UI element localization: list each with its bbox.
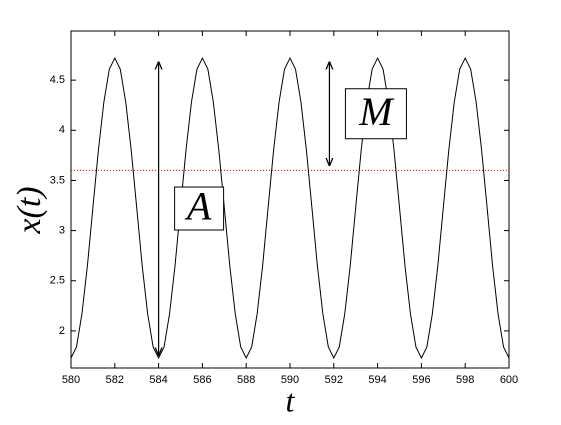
y-tick-label: 4.5	[50, 74, 65, 86]
x-tick-label: 590	[281, 374, 299, 386]
y-tick-label: 3	[59, 224, 65, 236]
y-tick-label: 2	[59, 325, 65, 337]
y-axis-label: x(t)	[11, 186, 48, 234]
x-tick-label: 584	[149, 374, 167, 386]
y-tick-label: 2.5	[50, 275, 65, 287]
annotation-box	[174, 186, 225, 231]
x-tick-label: 592	[325, 374, 343, 386]
x-axis-label: t	[286, 382, 296, 418]
y-tick-label: 4	[59, 124, 65, 136]
x-tick-label: 588	[237, 374, 255, 386]
x-tick-label: 596	[412, 374, 430, 386]
x-tick-label: 580	[62, 374, 80, 386]
x-tick-label: 586	[193, 374, 211, 386]
x-tick-label: 598	[456, 374, 474, 386]
x-tick-label: 600	[500, 374, 518, 386]
y-tick-label: 3.5	[50, 174, 65, 186]
curve	[70, 56, 510, 360]
x-tick-label: 582	[106, 374, 124, 386]
annotation-box	[344, 88, 407, 140]
x-tick-label: 594	[368, 374, 386, 386]
annotation-label: A	[184, 184, 212, 229]
plot-area	[70, 30, 510, 369]
annotation-label: M	[358, 89, 395, 134]
